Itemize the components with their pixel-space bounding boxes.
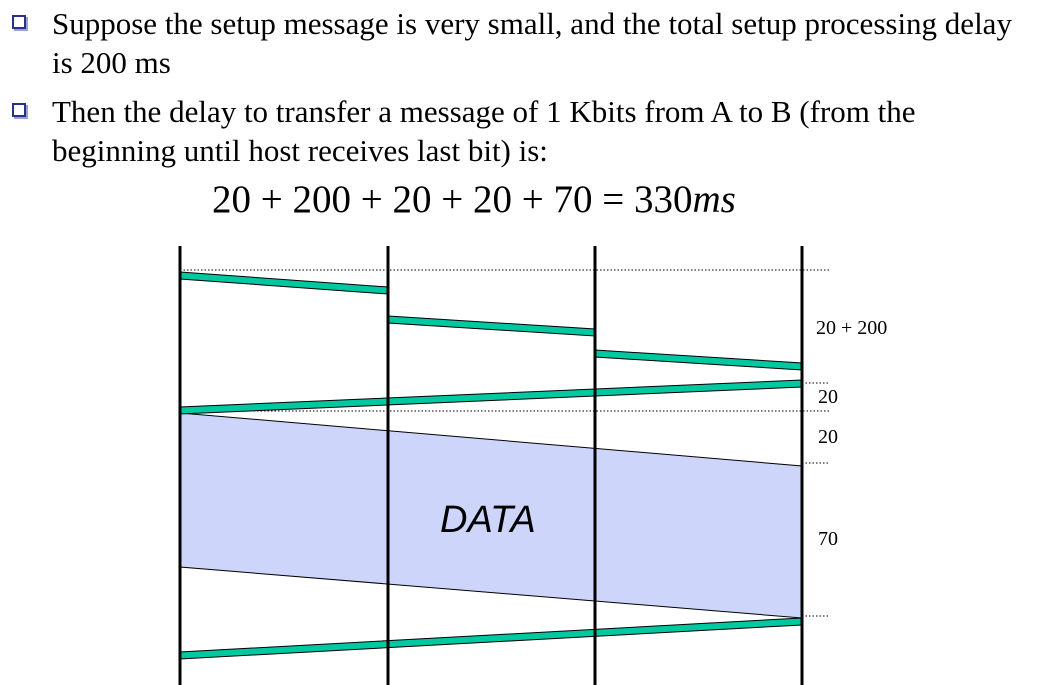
bullet-item-1: Suppose the setup message is very small,… (12, 4, 1012, 82)
delay-formula: 20 + 200 + 20 + 20 + 70 = 330ms (212, 177, 736, 223)
setup-request-path (179, 271, 803, 371)
dotted-reference-lines (180, 269, 830, 617)
setup-segment-1 (179, 271, 389, 295)
delay-label-transfer: 70 (818, 528, 838, 550)
delay-label-connect: 20 (818, 426, 838, 448)
bullet-item-2: Then the delay to transfer a message of … (12, 92, 1012, 170)
setup-segment-3 (594, 349, 803, 371)
formula-expression: 20 + 200 + 20 + 20 + 70 = 330 (212, 178, 693, 221)
bullet-square-icon (12, 103, 26, 117)
data-label: DATA (440, 499, 536, 541)
formula-unit: ms (692, 178, 736, 221)
delay-label-setup: 20 + 200 (816, 317, 887, 339)
setup-segment-2 (387, 315, 596, 337)
node-lines (178, 246, 804, 685)
bullet-text: Suppose the setup message is very small,… (52, 6, 1012, 80)
delay-label-ack: 20 (818, 386, 838, 408)
teardown-signal (179, 617, 803, 660)
bullet-square-icon (12, 15, 26, 29)
ack-signal (179, 379, 803, 415)
bullet-text: Then the delay to transfer a message of … (52, 94, 916, 168)
